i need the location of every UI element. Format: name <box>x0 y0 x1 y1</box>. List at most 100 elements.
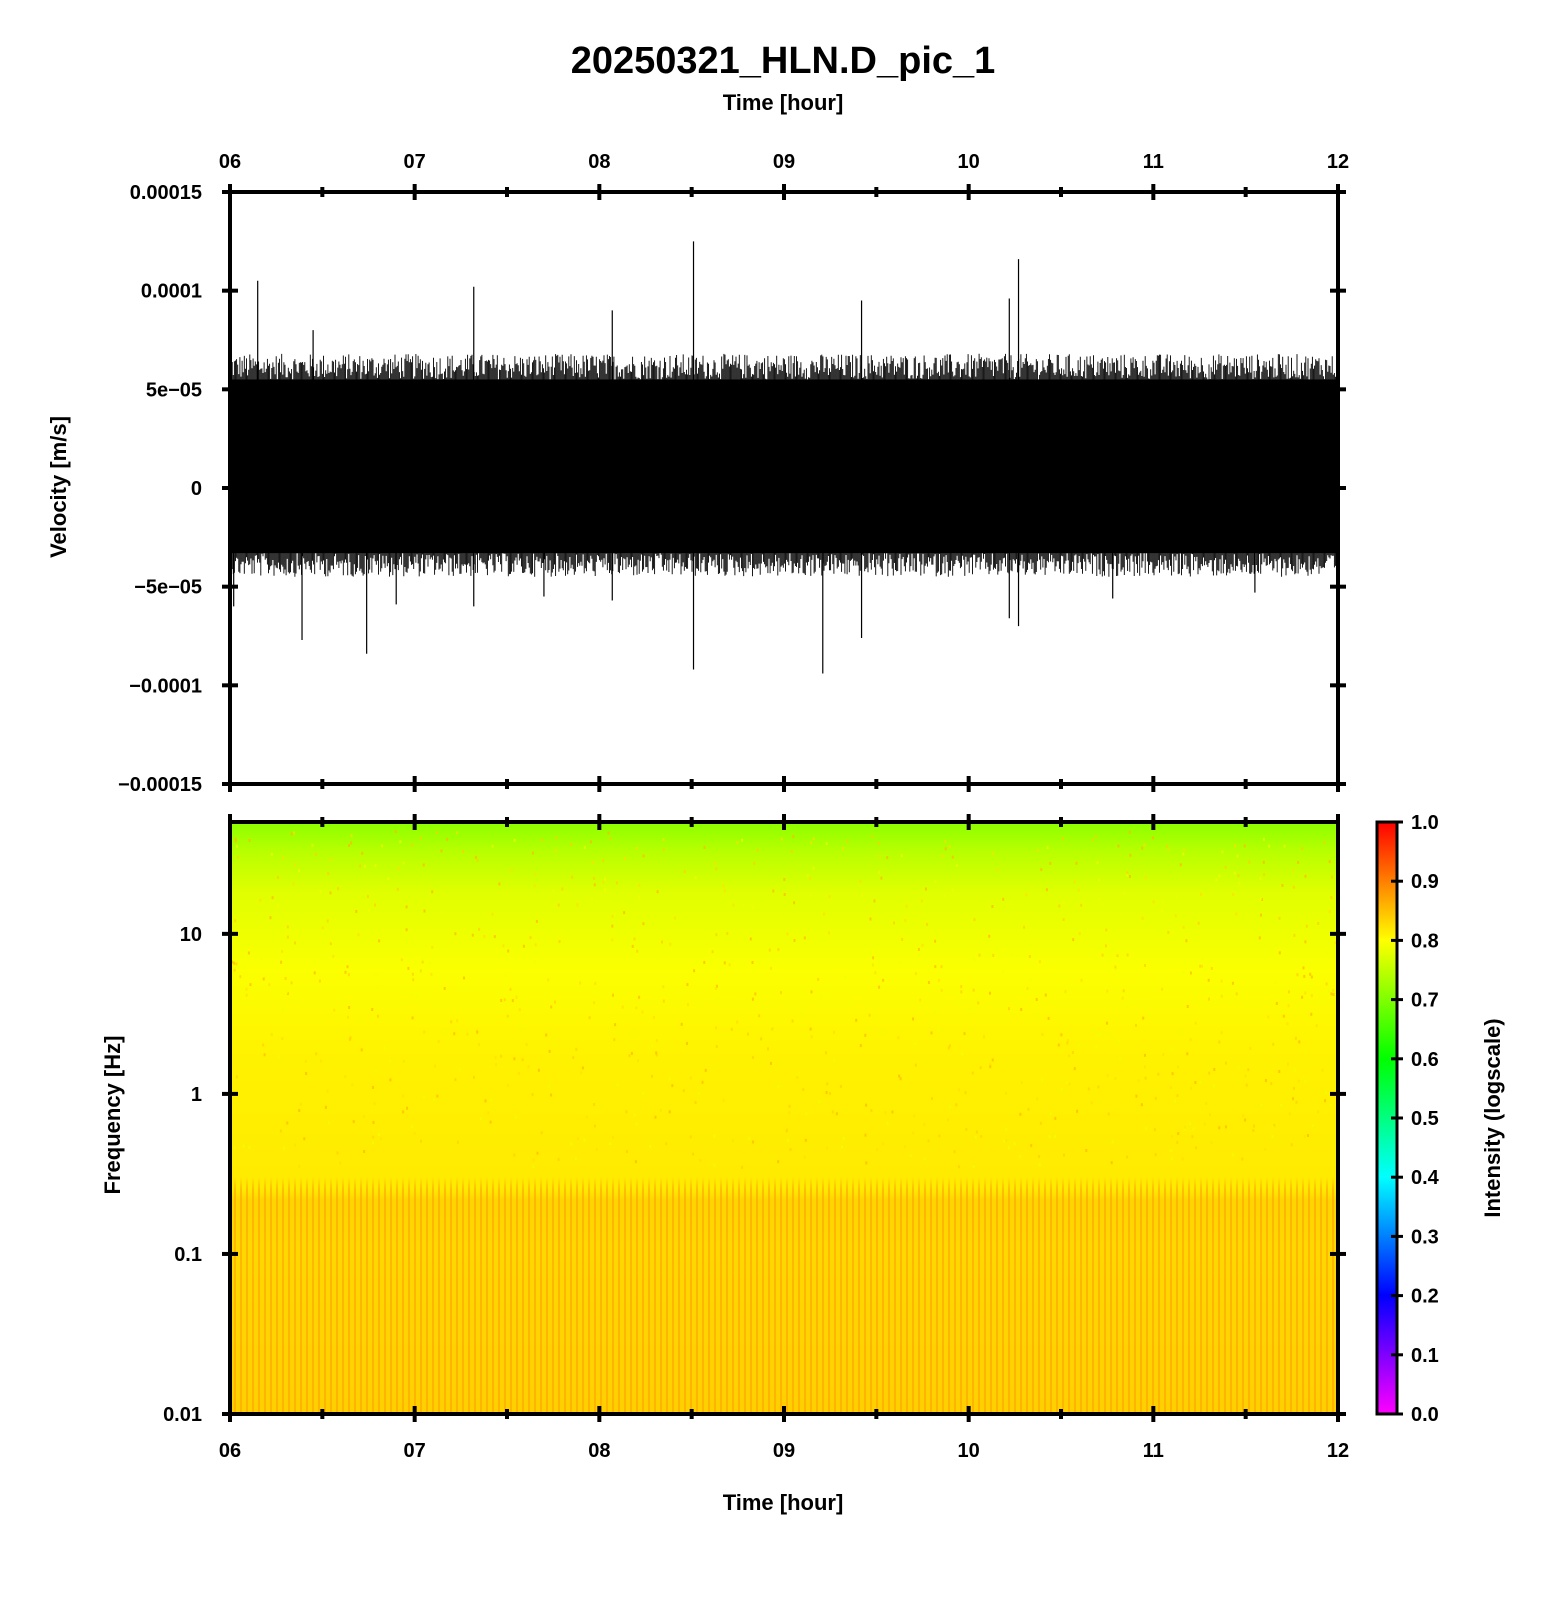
spectrogram-cell <box>947 1118 949 1122</box>
spectrogram-cell <box>686 983 689 987</box>
spectrogram-cell <box>1141 846 1144 850</box>
spectrogram-cell <box>531 851 534 855</box>
spectrogram-cell <box>751 903 754 907</box>
spectrogram-cell <box>1264 1147 1267 1151</box>
spectrogram-cell <box>602 859 605 863</box>
spectrogram-cell <box>642 854 645 858</box>
spectrogram-cell <box>282 936 285 940</box>
spectrogram-cell <box>1019 1155 1022 1158</box>
velocity-tick-label: 0 <box>191 478 202 500</box>
spectrogram-x-ticks: 06 07 08 09 10 11 12 <box>219 814 1349 1462</box>
spectrogram-cell <box>1238 881 1241 885</box>
spectrogram-cell <box>1129 875 1131 878</box>
spectrogram-cell <box>375 1069 378 1073</box>
spectrogram-cell <box>697 1091 700 1095</box>
spectrogram-cell <box>531 1093 534 1097</box>
spectrogram-cell <box>1049 1112 1052 1116</box>
spectrogram-cell <box>971 1071 974 1075</box>
colorbar-tick-label: 0.8 <box>1411 930 1439 952</box>
spectrogram-cell <box>381 844 384 848</box>
spectrogram-cell <box>498 882 501 886</box>
spectrogram-cell <box>1325 951 1328 954</box>
spectrogram-cell <box>818 1100 821 1104</box>
spectrogram-cell <box>234 837 237 841</box>
bottom-x-axis-label: Time [hour] <box>723 1490 844 1515</box>
spectrogram-cell <box>844 975 847 979</box>
spectrogram-cell <box>247 951 250 955</box>
spectrogram-cell <box>865 1161 868 1165</box>
spectrogram-cell <box>674 916 677 920</box>
spectrogram-cell <box>602 880 605 884</box>
spectrogram-cell <box>1170 1048 1173 1052</box>
spectrogram-cell <box>1263 873 1266 877</box>
spectrogram-cell <box>662 848 665 852</box>
spectrogram-cell <box>1019 1112 1022 1116</box>
spectrogram-cell <box>920 899 923 903</box>
x-tick-label-top: 09 <box>773 151 795 173</box>
spectrogram-cell <box>362 1115 365 1118</box>
spectrogram-cell <box>555 836 558 840</box>
spectrogram-cell <box>513 1057 516 1061</box>
spectrogram-cell <box>513 1153 516 1157</box>
spectrogram-cell <box>1278 951 1281 955</box>
spectrogram-cell <box>713 1134 716 1138</box>
spectrogram-cell <box>899 1077 902 1081</box>
spectrogram-cell <box>1025 893 1028 897</box>
spectrogram-cell <box>972 988 975 992</box>
spectrogram-cell <box>1176 1094 1179 1097</box>
spectrogram-cell <box>371 1141 374 1145</box>
spectrogram-cell <box>378 939 381 943</box>
spectrogram-cell <box>375 974 378 978</box>
spectrogram-cell <box>1137 1079 1140 1083</box>
spectrogram-cell <box>1177 1132 1180 1135</box>
spectrogram-cell <box>1037 1012 1040 1016</box>
spectrogram-cell <box>1035 998 1038 1001</box>
spectrogram-cell <box>786 932 789 936</box>
spectrogram-cell <box>579 981 582 985</box>
spectrogram-cell <box>533 884 536 888</box>
spectrogram-cell <box>456 831 459 835</box>
spectrogram-cell <box>319 889 322 893</box>
spectrogram-cell <box>992 953 995 957</box>
spectrogram-cell <box>1210 967 1213 970</box>
spectrogram-cell <box>633 1113 636 1117</box>
spectrogram-cell <box>557 1157 560 1161</box>
colorbar-tick-label: 0.5 <box>1411 1108 1439 1130</box>
spectrogram-cell <box>271 896 274 900</box>
spectrogram-cell <box>631 944 634 948</box>
spectrogram-cell <box>281 1037 284 1041</box>
spectrogram-cell <box>649 1145 652 1148</box>
spectrogram-cell <box>1237 1066 1240 1069</box>
spectrogram-cell <box>829 1092 831 1095</box>
spectrogram-cell <box>298 1164 301 1168</box>
waveform-panel: 06 07 08 09 10 11 12 0.00015 0.0001 5e−05 0 −5e−05… <box>118 151 1349 796</box>
spectrogram-cell <box>665 1142 668 1146</box>
spectrogram-cell <box>1249 1046 1252 1050</box>
spectrogram-cell <box>772 1028 775 1032</box>
spectrogram-cell <box>943 894 946 898</box>
spectrogram-cell <box>456 1140 459 1144</box>
spectrogram-cell <box>1039 1121 1042 1125</box>
spectrogram-cell <box>1260 1103 1263 1107</box>
spectrogram-cell <box>534 872 537 876</box>
spectrogram-cell <box>1203 1122 1206 1126</box>
spectrogram-cell <box>1058 904 1061 908</box>
spectrogram-cell <box>611 924 614 928</box>
spectrogram-cell <box>609 837 612 840</box>
colorbar: 1.0 0.9 0.8 0.7 0.6 0.5 0.4 0.3 0.2 0.1 0.0 <box>1375 812 1440 1426</box>
spectrogram-cell <box>668 1110 671 1114</box>
spectrogram-cell <box>1310 994 1313 998</box>
spectrogram-cell <box>1195 1146 1198 1150</box>
spectrogram-cell <box>1174 914 1177 918</box>
waveform-x-ticks: 06 07 08 09 10 11 12 <box>219 151 1349 792</box>
spectrogram-cell <box>1040 868 1043 872</box>
spectrogram-cell <box>1114 1077 1117 1080</box>
spectrogram-cell <box>593 876 596 880</box>
spectrogram-cell <box>860 894 863 898</box>
spectrogram-cell <box>462 849 465 853</box>
x-tick-label-top: 08 <box>588 151 610 173</box>
spectrogram-cell <box>846 839 849 843</box>
spectrogram-cell <box>1080 978 1083 982</box>
spectrogram-cell <box>941 855 944 859</box>
spectrogram-cell <box>777 1160 780 1164</box>
